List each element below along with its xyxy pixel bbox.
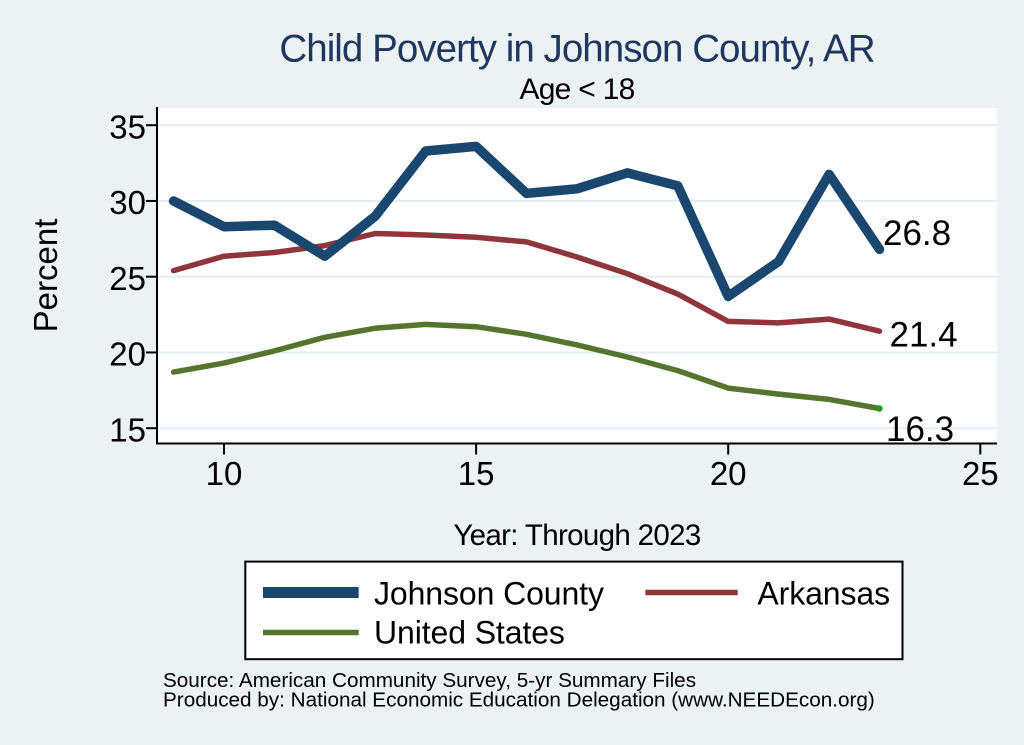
svg-text:Johnson County: Johnson County — [374, 575, 604, 611]
svg-text:Percent: Percent — [27, 219, 64, 333]
svg-text:26.8: 26.8 — [883, 214, 951, 253]
svg-text:25: 25 — [109, 260, 146, 297]
svg-text:Source: American Community Sur: Source: American Community Survey, 5-yr … — [163, 669, 696, 692]
svg-text:20: 20 — [109, 336, 146, 373]
svg-text:30: 30 — [109, 184, 146, 221]
svg-text:16.3: 16.3 — [886, 410, 954, 449]
svg-text:15: 15 — [458, 455, 495, 492]
svg-text:Produced by: National Economic: Produced by: National Economic Education… — [163, 689, 875, 712]
svg-text:Year: Through 2023: Year: Through 2023 — [453, 519, 701, 552]
svg-text:Child Poverty in Johnson Count: Child Poverty in Johnson County, AR — [279, 28, 874, 71]
svg-text:Age < 18: Age < 18 — [519, 73, 634, 106]
svg-text:Arkansas: Arkansas — [757, 575, 890, 611]
svg-text:21.4: 21.4 — [890, 316, 958, 355]
svg-text:25: 25 — [962, 455, 999, 492]
svg-text:20: 20 — [710, 455, 747, 492]
svg-text:10: 10 — [206, 455, 243, 492]
svg-text:35: 35 — [109, 108, 146, 145]
svg-text:United States: United States — [374, 615, 565, 651]
svg-text:15: 15 — [109, 411, 146, 448]
